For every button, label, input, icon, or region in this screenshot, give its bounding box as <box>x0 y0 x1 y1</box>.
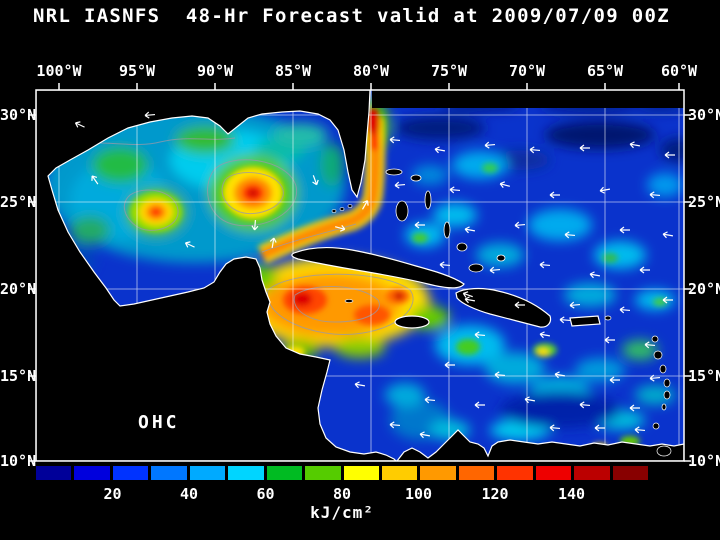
south-america <box>396 429 684 461</box>
land-masses <box>36 90 684 461</box>
colorbar-segment <box>305 466 341 480</box>
colorbar-segment <box>151 466 187 480</box>
colorbar-segment <box>266 466 303 480</box>
colorbar-segment <box>535 466 572 480</box>
longitude-tick-label: 90°W <box>196 62 234 80</box>
latitude-tick-label: 15°N <box>0 367 37 385</box>
longitude-tick-label: 75°W <box>430 62 468 80</box>
latitude-tick-label: 10°N <box>688 452 720 470</box>
latitude-tick-label: 20°N <box>688 280 720 298</box>
colorbar-tick-label: 40 <box>179 485 199 503</box>
warm-features <box>130 108 667 451</box>
colorbar-segment <box>458 466 495 480</box>
latitude-tick-label: 25°N <box>0 193 37 211</box>
latitude-tick-label: 25°N <box>688 193 720 211</box>
colorbar-segment <box>612 466 648 480</box>
colorbar-segment <box>228 466 264 480</box>
colorbar-segment <box>381 466 418 480</box>
longitude-tick-label: 65°W <box>586 62 624 80</box>
longitude-tick-label: 100°W <box>36 62 82 80</box>
colorbar-segment <box>74 466 110 480</box>
colorbar-segment <box>497 466 533 480</box>
colorbar-tick-label: 80 <box>332 485 352 503</box>
colorbar-segment <box>574 466 610 480</box>
puerto-rico <box>569 315 601 327</box>
variable-label: OHC <box>138 412 180 433</box>
latitude-tick-label: 15°N <box>688 367 720 385</box>
colorbar-tick-label: 20 <box>103 485 122 503</box>
cuba <box>291 247 465 289</box>
bahamas <box>385 168 506 273</box>
colorbar-segment <box>112 466 149 480</box>
colorbar-tick-label: 140 <box>557 485 586 503</box>
longitude-tick-label: 70°W <box>508 62 546 80</box>
lesser-antilles <box>604 315 672 457</box>
longitude-tick-label: 80°W <box>352 62 390 80</box>
small-islands <box>331 204 354 303</box>
longitude-tick-label: 60°W <box>660 62 698 80</box>
latitude-tick-label: 30°N <box>0 106 37 124</box>
longitude-tick-label: 85°W <box>274 62 312 80</box>
plot-title: NRL IASNFS 48-Hr Forecast valid at 2009/… <box>33 5 670 27</box>
latitude-tick-label: 10°N <box>0 452 37 470</box>
domain-edge-strip <box>372 90 684 108</box>
axis-ticks <box>29 83 691 462</box>
longitude-tick-label: 95°W <box>118 62 156 80</box>
colorbar-tick-label: 60 <box>256 485 275 503</box>
latitude-tick-label: 30°N <box>688 106 720 124</box>
north-central-america <box>36 90 397 461</box>
colorbar-tick-label: 120 <box>481 485 509 503</box>
colorbar-segment <box>36 466 72 480</box>
colorbar-segment <box>420 466 456 480</box>
colorbar-unit-label: kJ/cm² <box>310 503 374 522</box>
hispaniola <box>455 287 552 328</box>
colorbar <box>36 466 648 480</box>
plot-frame <box>35 89 685 462</box>
colorbar-tick-label: 100 <box>404 485 433 503</box>
latitude-tick-label: 20°N <box>0 280 37 298</box>
colorbar-segment <box>343 466 379 480</box>
jamaica <box>394 315 430 329</box>
colorbar-segment <box>189 466 226 480</box>
